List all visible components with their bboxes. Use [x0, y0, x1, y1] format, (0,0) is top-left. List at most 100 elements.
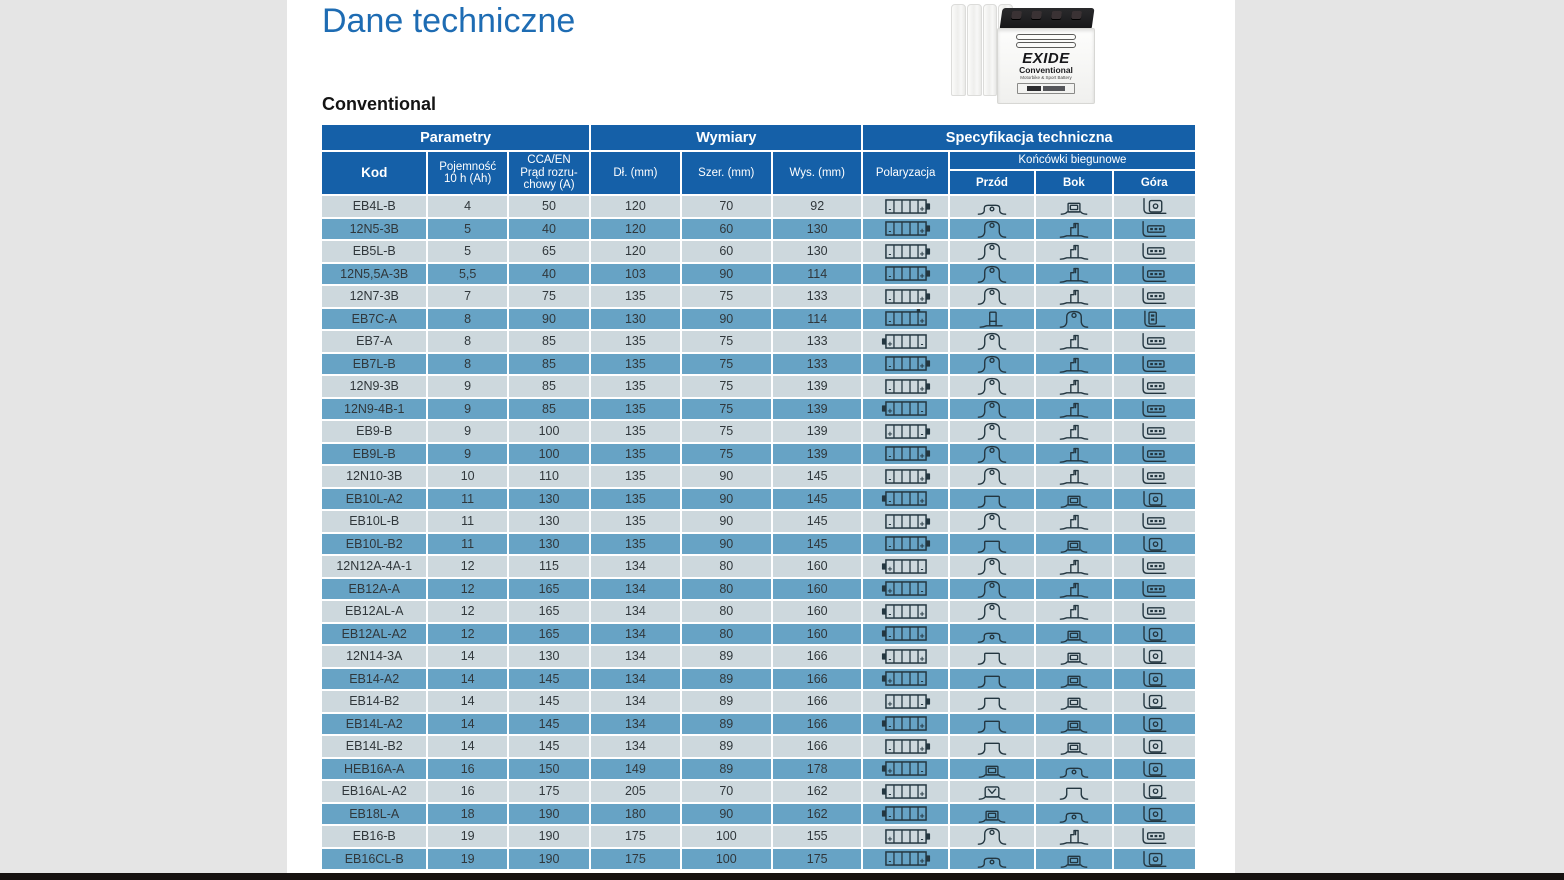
length-cell: 135 [591, 331, 680, 352]
top-terminal-cell [1113, 533, 1195, 554]
spec-table-wrap: Parametry Wymiary Specyfikacja techniczn… [320, 123, 1197, 871]
svg-text:-: - [920, 833, 923, 843]
capacity-cell: 9 [428, 421, 507, 442]
polarity-diagram-icon: - + [863, 737, 947, 756]
capacity-cell: 14 [428, 668, 507, 689]
polarity-diagram-icon: + - [863, 399, 947, 418]
svg-text:-: - [888, 271, 891, 281]
polarity-cell: - + [863, 466, 948, 487]
table-row: EB7-A 8 85 135 75 133 + - [322, 331, 1195, 352]
terminal-icon-round-post [950, 826, 1034, 846]
polarity-diagram-icon: + - [863, 422, 947, 441]
height-cell: 145 [773, 488, 862, 509]
polarity-cell: - + [863, 848, 948, 869]
side-terminal-cell [1036, 781, 1112, 802]
front-terminal-cell [949, 758, 1035, 779]
polarity-cell: - + [863, 218, 948, 239]
terminal-icon-top-square-round [1114, 669, 1195, 689]
height-cell: 162 [773, 803, 862, 824]
code-cell: EB14L-B2 [322, 736, 427, 757]
front-terminal-cell [949, 353, 1035, 374]
cca-cell: 130 [508, 511, 590, 532]
front-terminal-cell [949, 668, 1035, 689]
height-cell: 133 [773, 353, 862, 374]
polarity-cell: + - [863, 826, 948, 847]
code-cell: EB14L-A2 [322, 713, 427, 734]
terminal-icon-top-bar-3seg [1114, 826, 1195, 846]
side-terminal-cell [1036, 488, 1112, 509]
terminal-icon-top-bar-3seg [1114, 421, 1195, 441]
top-terminal-cell [1113, 623, 1195, 644]
side-terminal-cell [1036, 443, 1112, 464]
capacity-cell: 4 [428, 196, 507, 217]
capacity-cell: 12 [428, 578, 507, 599]
upper-level-line [1016, 34, 1076, 40]
terminal-icon-flat-block [950, 646, 1034, 666]
polarity-cell: - + [863, 646, 948, 667]
terminal-icon-top-vertical-bar [1114, 309, 1195, 329]
cca-cell: 165 [508, 601, 590, 622]
height-cell: 139 [773, 376, 862, 397]
table-row: 12N12A-4A-1 12 115 134 80 160 + - [322, 556, 1195, 577]
battery-brand-text: EXIDE [1022, 50, 1070, 67]
battery-tagline-text: Motorbike & Sport Battery [1020, 75, 1072, 80]
svg-text:+: + [919, 248, 924, 258]
svg-text:+: + [887, 563, 892, 573]
capacity-cell: 16 [428, 781, 507, 802]
svg-text:+: + [919, 541, 924, 551]
cca-cell: 145 [508, 736, 590, 757]
width-cell: 89 [681, 713, 771, 734]
top-terminal-cell [1113, 781, 1195, 802]
width-cell: 90 [681, 263, 771, 284]
terminal-icon-low-round-post [1036, 804, 1111, 824]
width-cell: 90 [681, 533, 771, 554]
code-cell: EB14-A2 [322, 668, 427, 689]
polarity-cell: - + [863, 533, 948, 554]
svg-text:-: - [888, 203, 891, 213]
side-terminal-cell [1036, 713, 1112, 734]
cca-cell: 65 [508, 241, 590, 262]
top-terminal-cell [1113, 488, 1195, 509]
length-cell: 149 [591, 758, 680, 779]
height-cell: 166 [773, 713, 862, 734]
terminal-icon-low-round-post [950, 196, 1034, 216]
table-row: EB10L-A2 11 130 135 90 145- + [322, 488, 1195, 509]
svg-text:-: - [888, 248, 891, 258]
table-body: EB4L-B 4 50 120 70 92- +12N5-3B 5 40 120 60 130- + EB… [322, 196, 1195, 869]
terminal-icon-low-round-post [950, 624, 1034, 644]
svg-text:-: - [888, 451, 891, 461]
terminal-icon-bolt-step [1036, 286, 1111, 306]
cca-cell: 85 [508, 398, 590, 419]
height-cell: 139 [773, 398, 862, 419]
terminal-icon-flat-block [950, 489, 1034, 509]
width-cell: 100 [681, 826, 771, 847]
terminal-icon-socket-block [1036, 736, 1111, 756]
terminal-icon-socket-block [950, 759, 1034, 779]
top-terminal-cell [1113, 803, 1195, 824]
code-cell: EB12AL-A [322, 601, 427, 622]
length-cell: 175 [591, 826, 680, 847]
height-cell: 145 [773, 533, 862, 554]
side-terminal-cell [1036, 466, 1112, 487]
length-cell: 135 [591, 511, 680, 532]
height-cell: 114 [773, 263, 862, 284]
terminal-icon-round-post [950, 556, 1034, 576]
table-row: EB9-B 9 100 135 75 139 + - [322, 421, 1195, 442]
cca-cell: 90 [508, 308, 590, 329]
width-cell: 75 [681, 331, 771, 352]
polarity-cell: + - [863, 398, 948, 419]
table-row: 12N10-3B 10 110 135 90 145- + [322, 466, 1195, 487]
code-cell: HEB16A-A [322, 758, 427, 779]
terminal-icon-round-post [950, 399, 1034, 419]
side-terminal-cell [1036, 533, 1112, 554]
col-header-koncowki: Końcówki biegunowe [949, 152, 1195, 169]
table-row: EB14-A2 14 145 134 89 166 + - [322, 668, 1195, 689]
front-terminal-cell [949, 263, 1035, 284]
group-header-wymiary: Wymiary [591, 125, 862, 150]
cca-cell: 130 [508, 646, 590, 667]
width-cell: 60 [681, 241, 771, 262]
terminal-icon-bolt-step [1036, 466, 1111, 486]
front-terminal-cell [949, 511, 1035, 532]
code-cell: EB5L-B [322, 241, 427, 262]
length-cell: 120 [591, 218, 680, 239]
